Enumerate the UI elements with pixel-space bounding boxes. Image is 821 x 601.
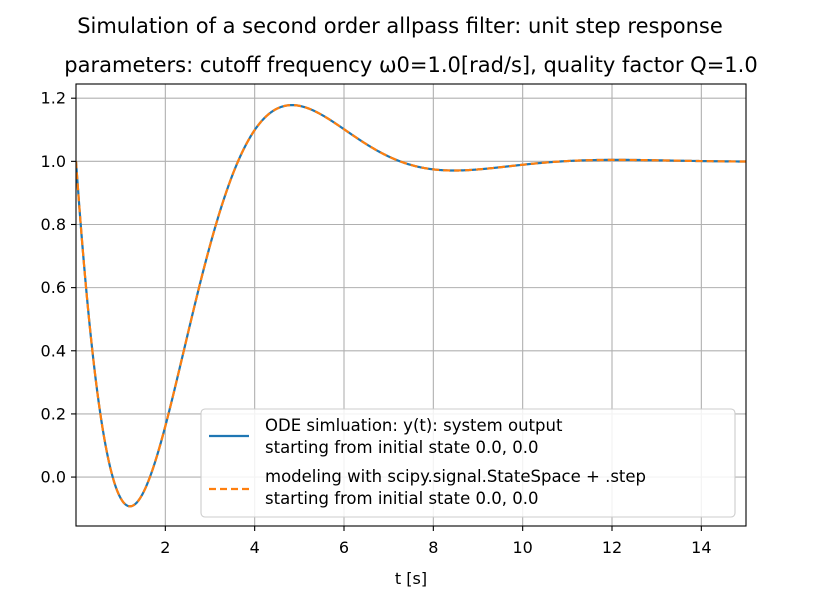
y-tick-label: 1.2	[41, 89, 66, 108]
y-tick-label: 0.8	[41, 215, 66, 234]
legend-label-statespace: modeling with scipy.signal.StateSpace + …	[265, 467, 646, 486]
y-tick-label: 1.0	[41, 152, 66, 171]
x-tick-label: 12	[602, 538, 622, 557]
legend-label-ode: ODE simluation: y(t): system output	[265, 416, 563, 435]
x-tick-label: 8	[428, 538, 438, 557]
chart-subtitle: parameters: cutoff frequency ω0=1.0[rad/…	[64, 53, 757, 77]
x-tick-label: 4	[250, 538, 260, 557]
x-tick-label: 14	[691, 538, 711, 557]
series-line-statespace	[76, 104, 746, 508]
plot-area: 2 4 6 8 10 12 14 0.0 0.2 0.4 0.6 0.8 1.0 1.2 ODE simlu…	[41, 83, 747, 557]
legend-label-ode-line2: starting from initial state 0.0, 0.0	[265, 438, 538, 457]
legend-label-statespace-line2: starting from initial state 0.0, 0.0	[265, 489, 538, 508]
x-tick-label: 6	[339, 538, 349, 557]
x-axis-label: t [s]	[395, 569, 427, 588]
legend-box	[200, 408, 736, 518]
plot-frame	[75, 83, 747, 527]
x-tick-label: 2	[160, 538, 170, 557]
y-tick-label: 0.4	[41, 341, 66, 360]
y-tick-label: 0.2	[41, 404, 66, 423]
y-tick-label: 0.6	[41, 278, 66, 297]
chart-title: Simulation of a second order allpass fil…	[77, 14, 723, 38]
y-tick-label: 0.0	[41, 468, 66, 487]
x-tick-label: 10	[512, 538, 532, 557]
